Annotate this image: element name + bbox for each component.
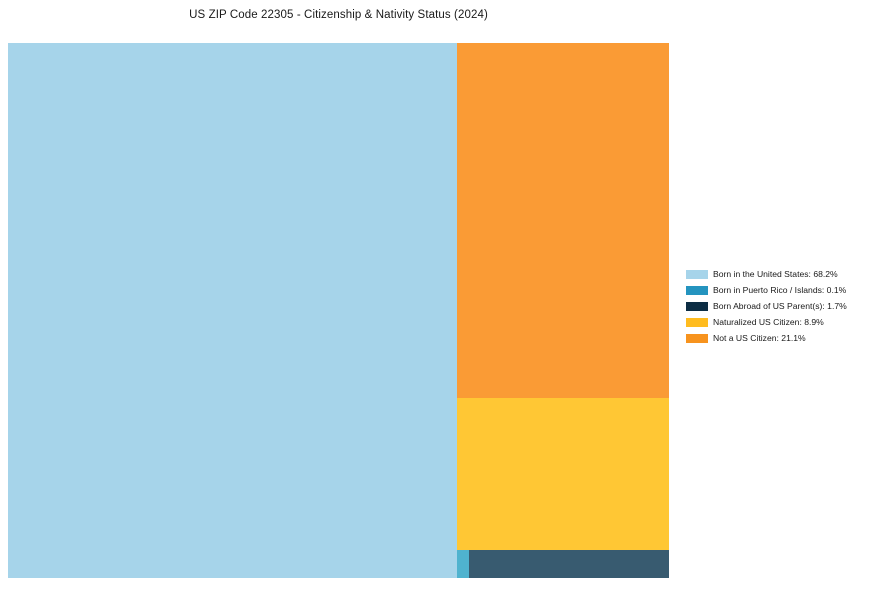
legend-item[interactable]: Naturalized US Citizen: 8.9% bbox=[686, 314, 882, 330]
legend-item[interactable]: Born in the United States: 68.2% bbox=[686, 266, 882, 282]
treemap-tile[interactable] bbox=[457, 43, 669, 399]
treemap-tile[interactable] bbox=[8, 43, 458, 578]
legend-swatch bbox=[686, 269, 708, 279]
legend-label: Not a US Citizen: 21.1% bbox=[713, 333, 806, 343]
chart-legend: Born in the United States: 68.2% Born in … bbox=[686, 266, 882, 346]
legend-swatch bbox=[686, 301, 708, 311]
legend-label: Naturalized US Citizen: 8.9% bbox=[713, 317, 824, 327]
treemap-plot-area bbox=[8, 43, 669, 578]
legend-swatch bbox=[686, 333, 708, 343]
legend-label: Born in the United States: 68.2% bbox=[713, 269, 838, 279]
treemap-tile[interactable] bbox=[457, 550, 470, 578]
treemap-tile[interactable] bbox=[457, 398, 669, 551]
legend-swatch bbox=[686, 285, 708, 295]
legend-label: Born Abroad of US Parent(s): 1.7% bbox=[713, 301, 847, 311]
legend-item[interactable]: Born Abroad of US Parent(s): 1.7% bbox=[686, 298, 882, 314]
chart-title: US ZIP Code 22305 - Citizenship & Nativi… bbox=[189, 9, 488, 21]
treemap-tile[interactable] bbox=[469, 550, 669, 578]
legend-item[interactable]: Not a US Citizen: 21.1% bbox=[686, 330, 882, 346]
legend-label: Born in Puerto Rico / Islands: 0.1% bbox=[713, 285, 847, 295]
legend-swatch bbox=[686, 317, 708, 327]
legend-item[interactable]: Born in Puerto Rico / Islands: 0.1% bbox=[686, 282, 882, 298]
